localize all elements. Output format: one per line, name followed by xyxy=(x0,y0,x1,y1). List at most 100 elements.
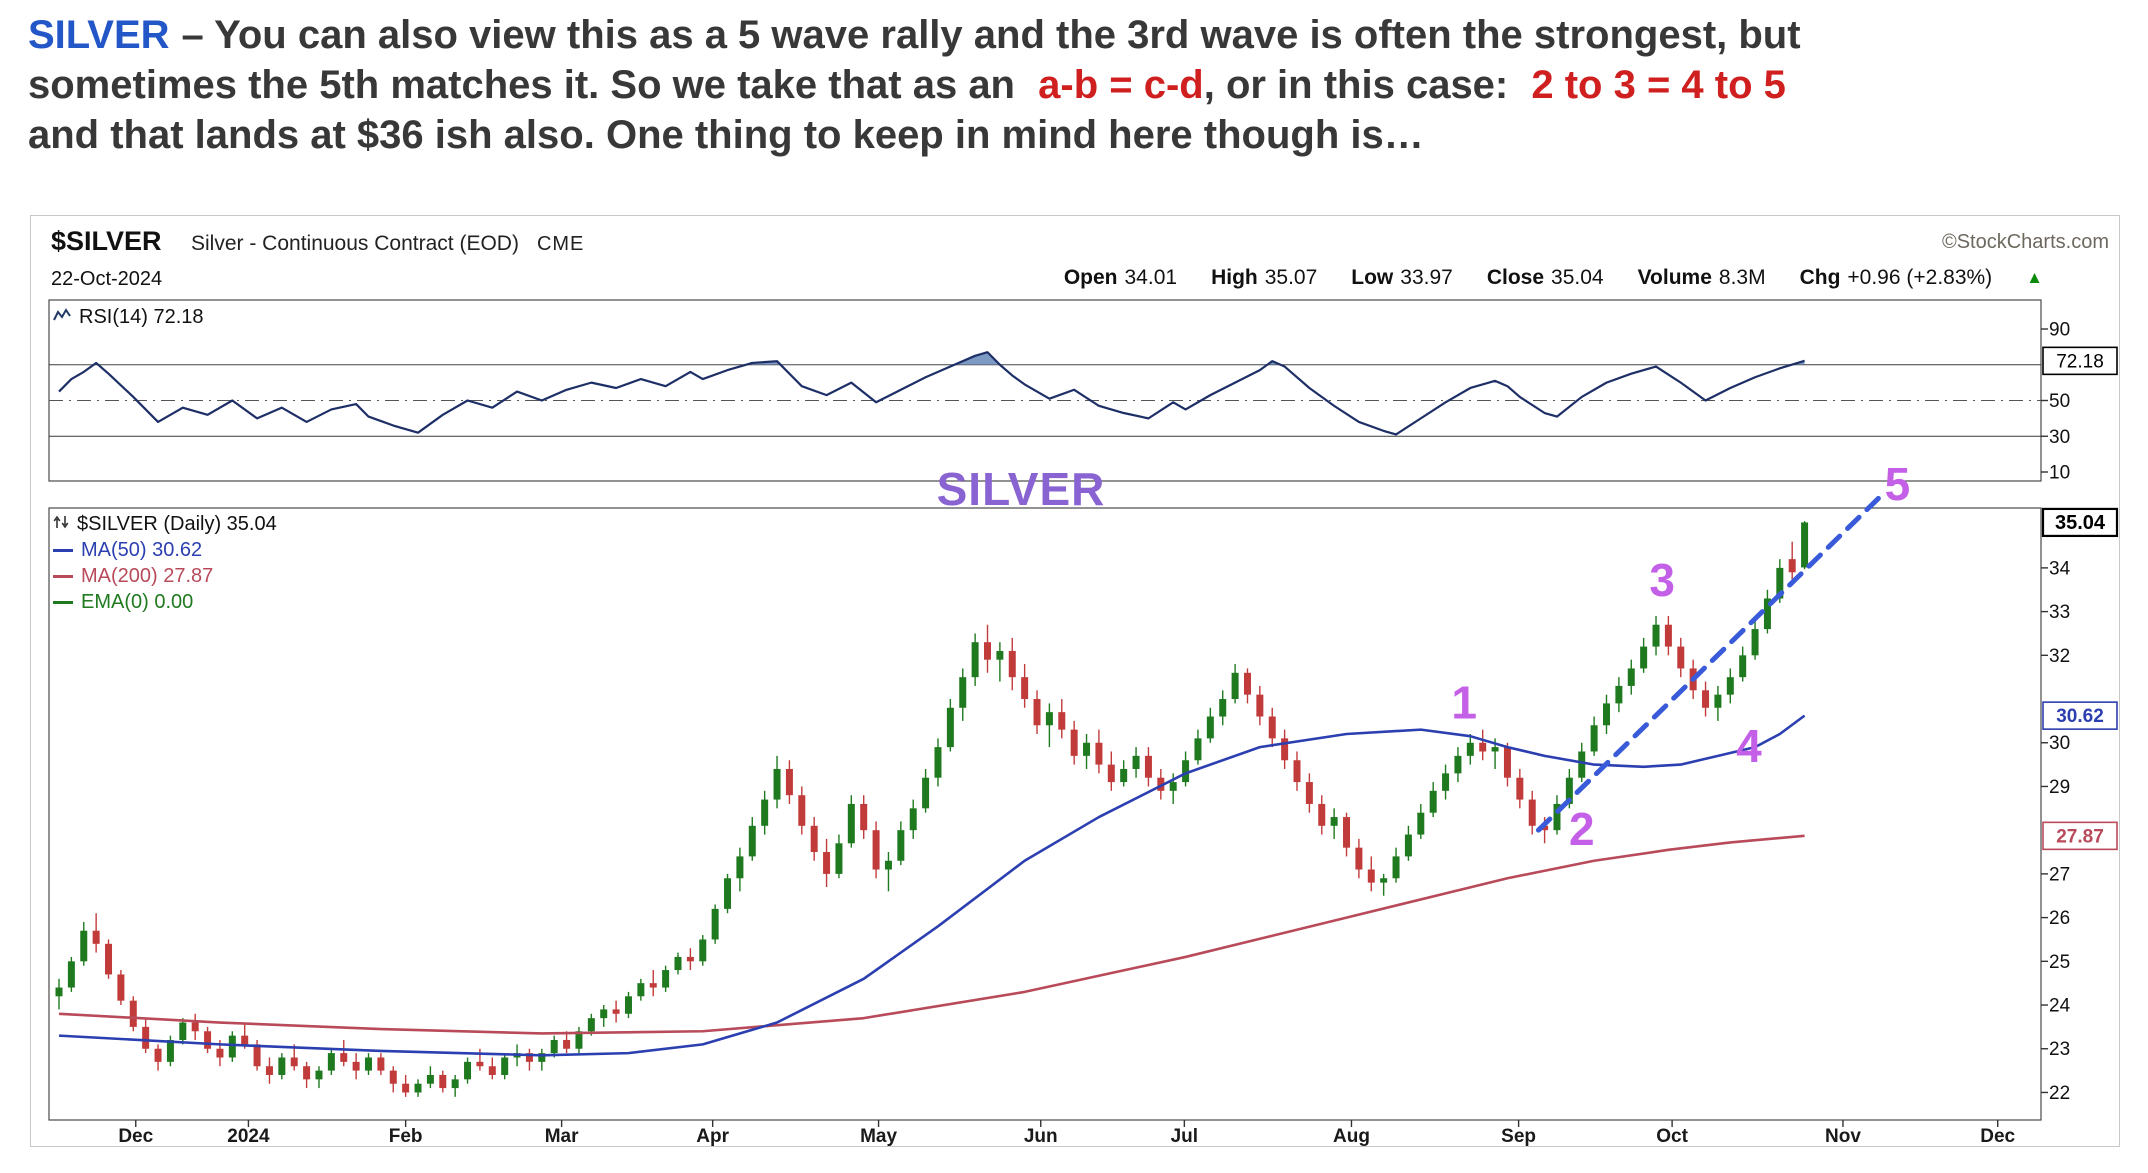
price-tick-label: 30 xyxy=(2049,733,2070,754)
candle-body xyxy=(1045,712,1053,726)
quote-chg: Chg +0.96 (+2.83%) xyxy=(1800,266,1993,290)
candle-body xyxy=(1565,777,1573,804)
candle-body xyxy=(315,1070,323,1080)
candle-body xyxy=(996,650,1004,660)
candle-body xyxy=(1417,812,1425,835)
price-value-callout-box xyxy=(2041,507,2119,538)
rsi-tick-label: 90 xyxy=(2049,320,2070,341)
candle-body xyxy=(1578,751,1586,778)
price-tick-label: 25 xyxy=(2049,952,2070,973)
candle-body xyxy=(241,1035,249,1045)
rsi-tick-label: 10 xyxy=(2049,463,2070,484)
candle-body xyxy=(1429,790,1437,813)
candle-body xyxy=(1256,694,1264,717)
candle-body xyxy=(587,1018,595,1032)
candle-body xyxy=(872,830,880,870)
candle-body xyxy=(1627,668,1635,686)
month-label: Mar xyxy=(545,1126,579,1146)
indicator-icon xyxy=(53,306,71,329)
candle-body xyxy=(142,1026,150,1049)
candle-body xyxy=(1107,764,1115,783)
price-tick-label: 33 xyxy=(2049,602,2070,623)
candle-body xyxy=(303,1066,311,1080)
candle-body xyxy=(117,974,125,1001)
price-tick-label: 27 xyxy=(2049,864,2070,885)
candle-body xyxy=(959,677,967,708)
candle-body xyxy=(253,1044,261,1067)
rsi-tick-label: 30 xyxy=(2049,427,2070,448)
quote-row: Open 34.01 High 35.07 Low 33.97 Close 35.04 … xyxy=(1064,266,2043,290)
ma200-value-callout-box xyxy=(2042,821,2118,851)
candle-body xyxy=(1169,782,1177,791)
candle-body xyxy=(488,1066,496,1075)
wave-label: 5 xyxy=(1885,458,1911,510)
month-label: Nov xyxy=(1825,1126,1861,1146)
candle-body xyxy=(971,642,979,678)
candle-body xyxy=(154,1048,162,1062)
headline-ab-cd: a-b = c-d xyxy=(1038,63,1204,107)
wave-label: 2 xyxy=(1569,803,1595,855)
rsi-line xyxy=(58,351,1805,436)
month-label: 2024 xyxy=(227,1126,270,1146)
candle-body xyxy=(340,1053,348,1062)
candle-body xyxy=(860,803,868,831)
month-label: Dec xyxy=(1980,1126,2015,1146)
quote-close-label: Close xyxy=(1486,266,1545,289)
month-label: Oct xyxy=(1656,1126,1688,1146)
ema-legend-dash xyxy=(53,600,73,604)
candle-body xyxy=(612,1009,620,1014)
candle-body xyxy=(1281,738,1289,761)
candle-body xyxy=(1739,655,1747,678)
headline-line-2: sometimes the 5th matches it. So we take… xyxy=(28,60,2140,110)
candle-body xyxy=(1503,747,1511,778)
candle-body xyxy=(228,1035,236,1058)
candle-body xyxy=(1776,567,1784,599)
candle-body xyxy=(835,843,843,874)
candle-body xyxy=(525,1053,533,1062)
candle-body xyxy=(1132,755,1140,769)
candle-body xyxy=(1355,847,1363,870)
candle-body xyxy=(575,1031,583,1049)
candle-body xyxy=(785,768,793,796)
rsi-legend-label: RSI(14) 72.18 xyxy=(79,306,204,328)
candle-body xyxy=(1021,677,1029,700)
candle-body xyxy=(1491,747,1499,752)
candle-body xyxy=(1726,677,1734,695)
candle-body xyxy=(1305,782,1313,804)
candle-body xyxy=(129,1000,137,1027)
rsi-panel xyxy=(48,299,2042,482)
candle-body xyxy=(984,642,991,660)
candle-body xyxy=(946,707,954,748)
candle-body xyxy=(1664,624,1672,647)
quote-open-label: Open xyxy=(1063,266,1118,289)
candle-body xyxy=(550,1040,558,1054)
price-tick-label: 22 xyxy=(2049,1083,2070,1104)
stockcharts-chart: 1 2 3 4 5 34 33 32 30 29 27 26 25 24 23 22 90 50 30 10 72.18… xyxy=(30,215,2120,1147)
candle-body xyxy=(538,1053,546,1062)
candle-body xyxy=(1380,878,1388,883)
candle-body xyxy=(773,768,781,800)
candle-body xyxy=(352,1061,360,1071)
price-tick-label: 23 xyxy=(2049,1039,2070,1060)
candle-body xyxy=(1330,817,1338,826)
stockcharts-copyright: ©StockCharts.com xyxy=(1941,231,2109,253)
ma200-legend-label: MA(200) 27.87 xyxy=(81,564,214,587)
price-tick-label: 34 xyxy=(2049,558,2071,579)
candle-body xyxy=(1058,712,1066,730)
quote-high-value: 35.07 xyxy=(1264,266,1318,289)
candle-body xyxy=(1442,773,1450,791)
quote-close: Close 35.04 xyxy=(1487,266,1604,290)
candle-body xyxy=(934,747,942,778)
ma50-legend-dash xyxy=(53,548,73,552)
candle-body xyxy=(476,1061,484,1067)
candle-body xyxy=(1553,803,1561,831)
up-day-arrow-icon: ▲ xyxy=(2026,268,2043,287)
candle-body xyxy=(278,1057,286,1075)
candle-body xyxy=(1528,799,1536,826)
candle-body xyxy=(327,1053,335,1071)
candle-body xyxy=(897,830,905,861)
candle-body xyxy=(1516,777,1524,800)
watermark-text: SILVER xyxy=(936,463,1106,515)
candle-body xyxy=(1144,755,1152,778)
candle-body xyxy=(1095,742,1103,765)
